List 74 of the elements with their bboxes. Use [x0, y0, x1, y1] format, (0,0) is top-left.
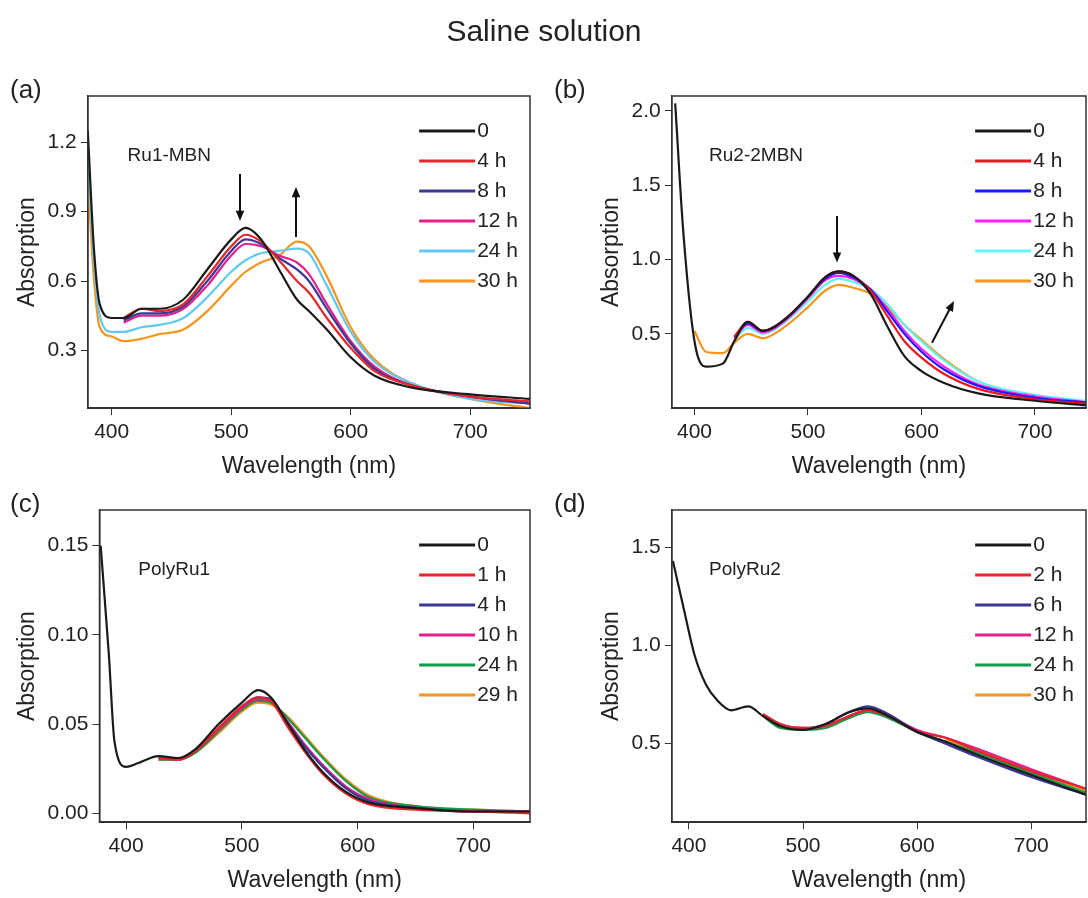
y-tick-label: 2.0 [631, 97, 661, 121]
y-tick-label: 0.5 [631, 730, 661, 754]
y-tick-label: 1.0 [631, 246, 661, 270]
x-tick-label: 500 [790, 418, 826, 442]
x-tick-label: 400 [676, 418, 713, 442]
legend-label: 30 h [1033, 267, 1074, 291]
legend-label: 30 h [477, 267, 518, 291]
annotation: Ru1-MBN [127, 143, 211, 165]
legend-label: 4 h [1033, 147, 1063, 171]
annotation: Ru2-2MBN [709, 143, 804, 165]
legend-label: 12 h [477, 207, 518, 231]
x-axis-title: Wavelength (nm) [791, 865, 967, 892]
y-tick-label: 1.2 [47, 129, 77, 153]
x-tick-label: 700 [1013, 832, 1049, 856]
text: (d) [554, 488, 586, 519]
x-tick-label: 600 [903, 418, 939, 442]
y-tick-label: 1.5 [631, 172, 661, 195]
chart-title: Saline solution [445, 14, 643, 48]
legend-label: 8 h [477, 177, 507, 201]
x-axis-title: Wavelength (nm) [221, 451, 397, 478]
legend-label: 29 h [477, 681, 518, 705]
y-axis-title: Absorption [13, 611, 40, 722]
legend-label: 8 h [1033, 177, 1063, 201]
y-tick-label: 0.05 [47, 710, 89, 734]
legend-label: 30 h [1033, 681, 1074, 705]
x-tick-label: 400 [108, 832, 144, 856]
legend-label: 4 h [477, 147, 507, 171]
x-tick-label: 700 [452, 418, 488, 442]
y-tick-label: 0.5 [631, 320, 661, 344]
x-tick-label: 700 [455, 832, 491, 856]
legend-label: 24 h [1033, 237, 1074, 261]
legend-label: 0 [477, 531, 489, 555]
text: (b) [554, 74, 586, 105]
line-series [671, 559, 1086, 796]
legend-label: 10 h [477, 621, 518, 645]
legend-label: 24 h [477, 651, 518, 675]
x-tick-label: 700 [1017, 418, 1053, 442]
legend-label: 12 h [1033, 621, 1074, 645]
legend-label: 2 h [1033, 561, 1063, 585]
x-tick-label: 500 [785, 832, 821, 856]
y-tick-label: 0.15 [47, 532, 89, 556]
legend-label: 6 h [1033, 591, 1063, 615]
y-axis-title: Absorption [597, 197, 624, 308]
y-tick-label: 0.10 [47, 621, 89, 645]
y-axis-title: Absorption [597, 611, 624, 722]
x-axis-title: Wavelength (nm) [791, 451, 967, 478]
x-tick-label: 600 [899, 832, 935, 856]
legend-label: 1 h [477, 561, 507, 585]
legend-label: 4 h [477, 591, 507, 615]
annotation: PolyRu2 [709, 557, 781, 579]
text: (a) [10, 74, 42, 105]
annotation: PolyRu1 [138, 557, 211, 579]
text: (c) [10, 488, 41, 519]
y-axis-title: Absorption [13, 197, 40, 308]
x-tick-label: 400 [671, 832, 707, 856]
legend-label: 0 [477, 117, 489, 141]
x-tick-label: 600 [333, 418, 369, 442]
line-series [674, 102, 1086, 407]
legend-label: 12 h [1033, 207, 1074, 231]
y-tick-label: 0.3 [47, 337, 77, 361]
y-tick-label: 0.6 [47, 267, 77, 291]
x-tick-label: 500 [213, 418, 249, 442]
y-tick-label: 0.9 [47, 198, 77, 222]
x-tick-label: 400 [94, 418, 130, 442]
legend-label: 24 h [477, 237, 518, 261]
y-tick-label: 0.00 [47, 800, 89, 824]
y-tick-label: 1.5 [631, 534, 661, 558]
legend-label: 24 h [1033, 651, 1074, 675]
y-tick-label: 1.0 [631, 632, 661, 656]
x-tick-label: 500 [224, 832, 260, 856]
legend-label: 0 [1033, 531, 1045, 555]
x-tick-label: 600 [340, 832, 376, 856]
legend-label: 0 [1033, 117, 1045, 141]
x-axis-title: Wavelength (nm) [227, 865, 402, 892]
